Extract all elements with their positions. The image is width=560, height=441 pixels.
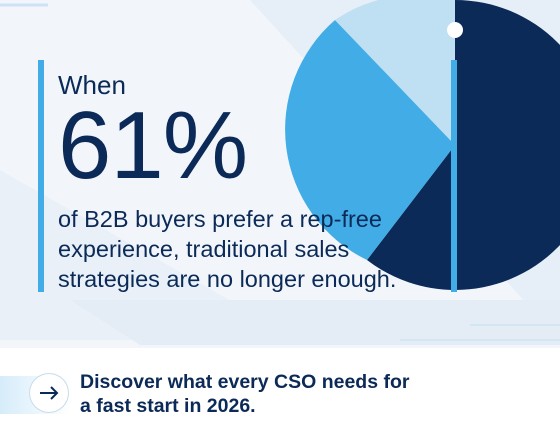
cta-banner[interactable]: Discover what every CSO needs for a fast… xyxy=(0,348,560,441)
headline-lead: When xyxy=(58,70,126,100)
headline-body: of B2B buyers prefer a rep-free experien… xyxy=(58,206,397,292)
headline-stat: 61% xyxy=(58,92,248,199)
accent-rule-left xyxy=(38,60,44,292)
cta-text[interactable]: Discover what every CSO needs for a fast… xyxy=(80,371,410,417)
pie-graphic xyxy=(285,0,560,290)
arrow-right-icon[interactable] xyxy=(30,374,68,412)
accent-rule-right xyxy=(451,60,457,292)
